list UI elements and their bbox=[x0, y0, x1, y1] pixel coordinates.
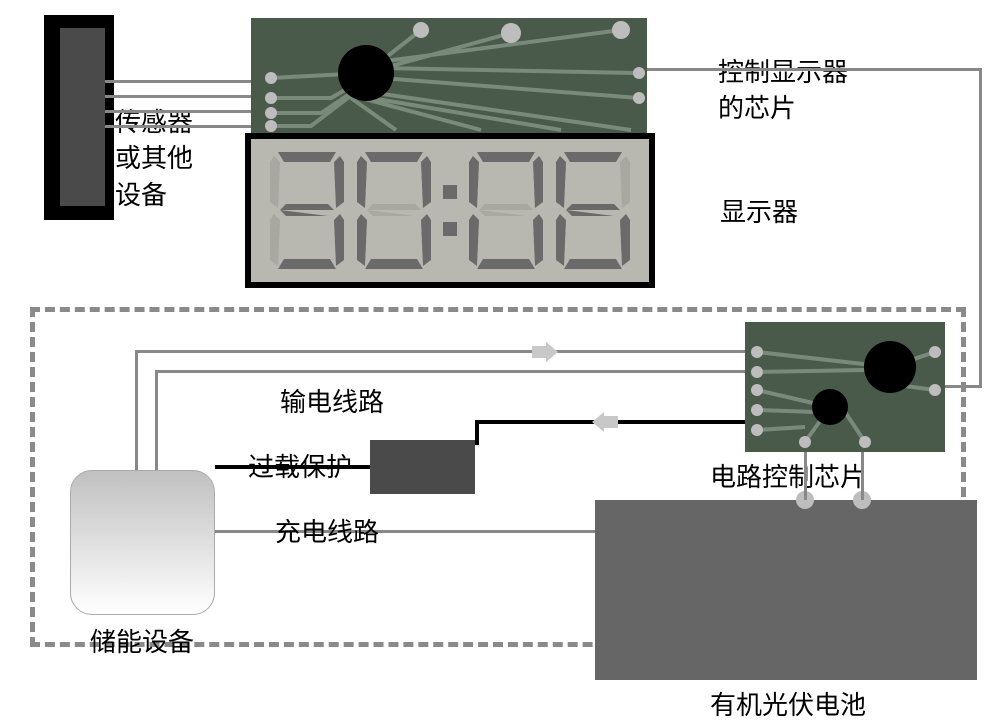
wire-sensor-2 bbox=[105, 95, 251, 98]
control-chip-small bbox=[812, 389, 848, 425]
arrow-left-icon bbox=[590, 410, 620, 434]
wire-top-right-h bbox=[647, 68, 982, 71]
seven-segment-display bbox=[245, 133, 655, 288]
wire-charging-black-v bbox=[475, 420, 479, 445]
wire-sensor-4 bbox=[105, 125, 251, 128]
overload-protection bbox=[370, 440, 475, 494]
control-chip-label: 电路控制芯片 bbox=[710, 460, 866, 496]
overload-label: 过载保护 bbox=[248, 450, 352, 486]
organic-pv-cell bbox=[595, 500, 977, 680]
energy-storage-device bbox=[70, 470, 215, 615]
digit-0b bbox=[465, 148, 547, 273]
transmission-label: 输电线路 bbox=[280, 385, 384, 421]
wire-transmission-1 bbox=[135, 350, 745, 353]
wire-transmission-1v bbox=[135, 350, 138, 470]
circuit-control-pcb bbox=[745, 322, 945, 452]
storage-label: 储能设备 bbox=[90, 625, 194, 661]
wire-pv-2 bbox=[861, 452, 864, 500]
wire-transmission-2 bbox=[155, 370, 745, 373]
wire-top-right-v bbox=[979, 68, 982, 388]
digit-6 bbox=[552, 148, 634, 273]
wire-sensor-3 bbox=[105, 110, 251, 113]
wire-sensor-1 bbox=[105, 80, 251, 83]
control-chip-large bbox=[864, 341, 916, 393]
pcb-top-traces bbox=[251, 18, 647, 133]
display-label: 显示器 bbox=[720, 195, 798, 231]
digit-3 bbox=[266, 148, 348, 273]
display-controller-pcb bbox=[251, 18, 647, 133]
digit-0a bbox=[353, 148, 435, 273]
display-controller-chip-dot bbox=[338, 45, 394, 101]
arrow-right-icon bbox=[530, 340, 560, 364]
charging-label: 充电线路 bbox=[275, 515, 379, 551]
sensor-device-panel bbox=[60, 28, 105, 206]
pcb-right-traces bbox=[745, 322, 945, 452]
pv-label: 有机光伏电池 bbox=[710, 688, 866, 724]
wire-pv-1 bbox=[804, 452, 807, 500]
sensor-label: 传感器 或其他 设备 bbox=[115, 105, 193, 214]
display-chip-label: 控制显示器 的芯片 bbox=[718, 55, 848, 128]
display-colon bbox=[440, 148, 460, 273]
wire-transmission-2v bbox=[155, 370, 158, 470]
